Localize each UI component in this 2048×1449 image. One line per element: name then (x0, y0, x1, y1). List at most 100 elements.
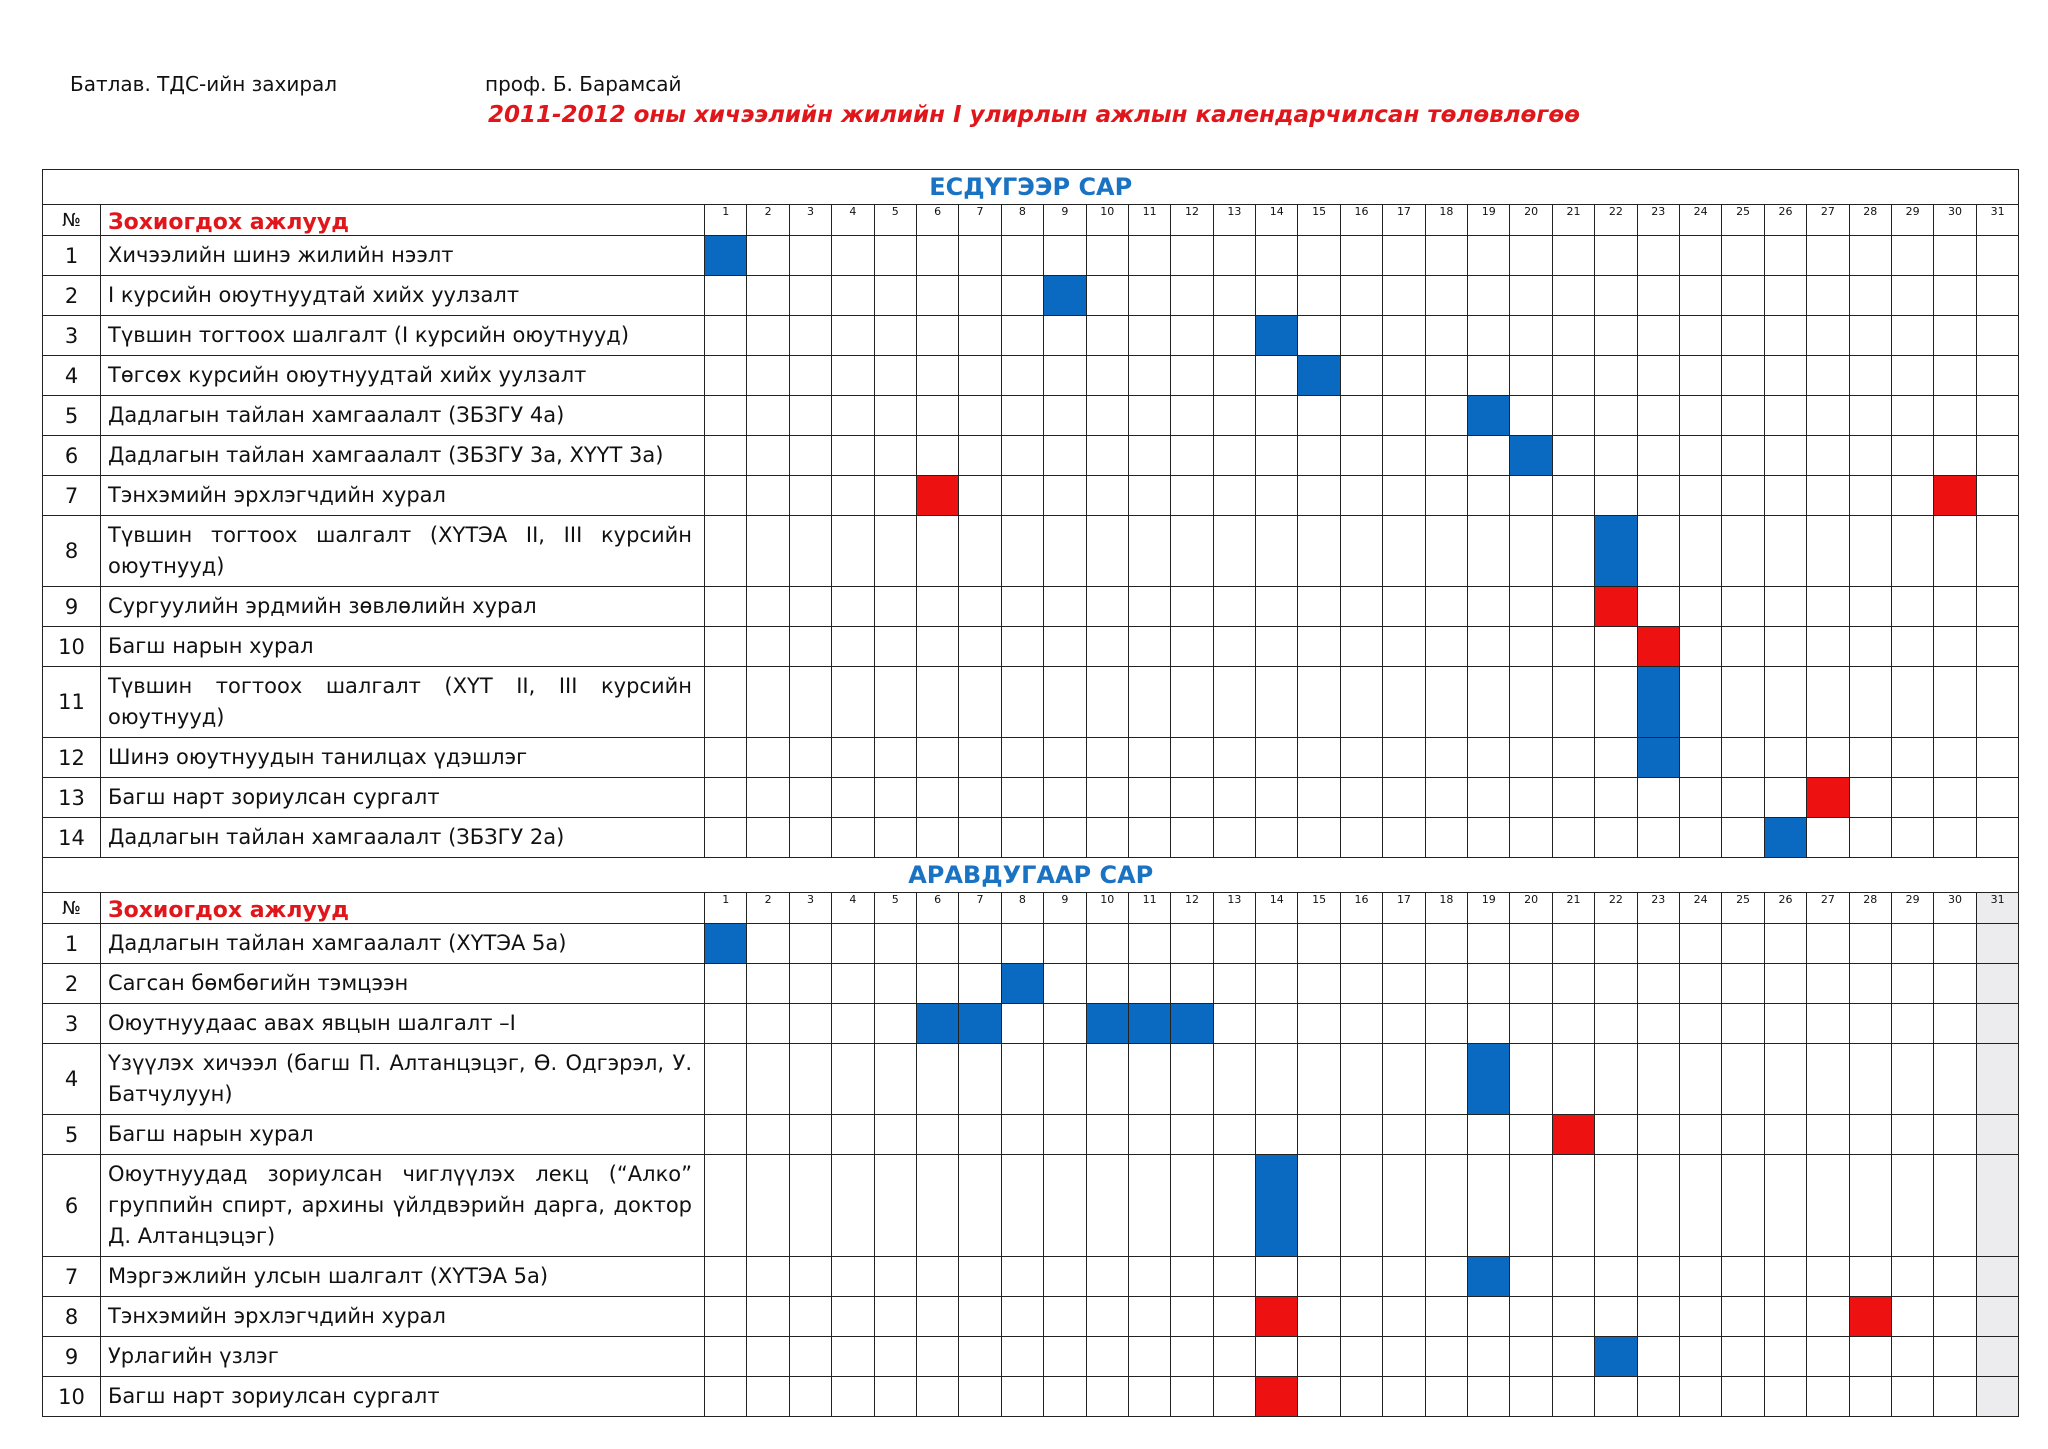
event-mark-red (1848, 1296, 1892, 1337)
table-row: 3 Оюутнуудаас авах явцын шалгалт –I (42, 1003, 2020, 1044)
day-cell (1297, 315, 1341, 356)
day-cell (1212, 1256, 1257, 1297)
day-cell (1721, 1043, 1765, 1115)
day-header: 28 (1848, 892, 1892, 924)
day-cell (1467, 626, 1511, 667)
day-cell (1212, 395, 1257, 436)
day-cell (1255, 1336, 1299, 1377)
day-cell (1297, 1003, 1341, 1044)
day-cell (873, 1043, 917, 1115)
day-cell (1763, 235, 1808, 276)
day-cell (1890, 275, 1935, 316)
day-cell (1085, 315, 1129, 356)
day-cell (1933, 355, 1977, 396)
table-row: 8 Тэнхэмийн эрхлэгчдийн хурал (42, 1296, 2020, 1337)
day-cell (915, 1296, 960, 1337)
day-header: 24 (1678, 892, 1723, 924)
day-cell (1297, 1043, 1341, 1115)
day-header: 10 (1085, 204, 1129, 236)
day-cell (1933, 1376, 1977, 1417)
day-header: 23 (1636, 204, 1680, 236)
row-number: 6 (42, 1154, 101, 1257)
event-mark-red (1933, 475, 1977, 516)
day-cell (1890, 626, 1935, 667)
day-cell (1467, 315, 1511, 356)
day-cell (958, 235, 1002, 276)
day-cell (1170, 1114, 1214, 1155)
day-cell (1509, 666, 1553, 738)
day-cell (1043, 475, 1087, 516)
day-cell (1382, 475, 1426, 516)
day-cell (1509, 1336, 1553, 1377)
row-number: 3 (42, 315, 101, 356)
day-cell (1212, 235, 1257, 276)
day-cell (1382, 1296, 1426, 1337)
day-cell (1382, 1336, 1426, 1377)
day-cell (1043, 1043, 1087, 1115)
day-cell (1255, 666, 1299, 738)
day-cell (1636, 777, 1680, 818)
task-name: Хичээлийн шинэ жилийн нээлт (100, 235, 705, 276)
row-number: 4 (42, 1043, 101, 1115)
day-cell (1890, 1336, 1935, 1377)
table-row: 6 Оюутнуудад зориулсан чиглүүлэх лекц (“А… (42, 1154, 2020, 1257)
day-header: 25 (1721, 204, 1765, 236)
day-cell (788, 1336, 833, 1377)
day-cell (1170, 1376, 1214, 1417)
day-header: 1 (703, 204, 748, 236)
day-cell (1127, 235, 1172, 276)
day-header: 12 (1170, 204, 1214, 236)
day-cell (1636, 435, 1680, 476)
day-cell (1339, 515, 1384, 587)
day-cell (1467, 475, 1511, 516)
day-header: 19 (1467, 204, 1511, 236)
day-cell (831, 923, 875, 964)
day-cell (1467, 515, 1511, 587)
table-row: 5 Багш нарын хурал (42, 1114, 2020, 1155)
day-cell (1467, 963, 1511, 1004)
day-cell (1721, 355, 1765, 396)
day-cell (1636, 1256, 1680, 1297)
day-cell (1551, 235, 1596, 276)
day-cell (1255, 475, 1299, 516)
day-header: 22 (1594, 892, 1638, 924)
day-cell (1382, 395, 1426, 436)
task-name: Шинэ оюутнуудын танилцах үдэшлэг (100, 737, 705, 778)
day-header: 17 (1382, 204, 1426, 236)
day-cell (1594, 737, 1638, 778)
day-cell (873, 586, 917, 627)
day-cell (1721, 315, 1765, 356)
event-mark-blue (703, 235, 748, 276)
day-cell (1636, 315, 1680, 356)
day-cell (1551, 315, 1596, 356)
day-cell (1678, 1003, 1723, 1044)
day-cell (1000, 626, 1045, 667)
day-cell (1297, 1256, 1341, 1297)
day-cell (1424, 235, 1469, 276)
task-name: Мэргэжлийн улсын шалгалт (ХҮТЭА 5а) (100, 1256, 705, 1297)
task-name: Түвшин тогтоох шалгалт (ХҮТ II, III курс… (100, 666, 705, 738)
day-cell (1170, 235, 1214, 276)
day-cell (1382, 315, 1426, 356)
day-cell (703, 1336, 748, 1377)
day-cell (1594, 963, 1638, 1004)
day-cell (1339, 1154, 1384, 1257)
day-cell (1975, 515, 2020, 587)
day-cell (915, 355, 960, 396)
event-mark-red (1636, 626, 1680, 667)
day-cell (1594, 1114, 1638, 1155)
day-cell (1721, 1003, 1765, 1044)
day-cell (788, 1376, 833, 1417)
day-cell (1000, 355, 1045, 396)
day-cell (1636, 1003, 1680, 1044)
day-cell (1636, 475, 1680, 516)
day-header: 9 (1043, 204, 1087, 236)
day-cell (1848, 475, 1892, 516)
day-header: 22 (1594, 204, 1638, 236)
day-cell (1763, 1336, 1808, 1377)
day-cell (1085, 1114, 1129, 1155)
day-cell (1636, 817, 1680, 858)
day-cell (958, 475, 1002, 516)
day-cell (746, 666, 790, 738)
day-cell (1806, 1376, 1850, 1417)
